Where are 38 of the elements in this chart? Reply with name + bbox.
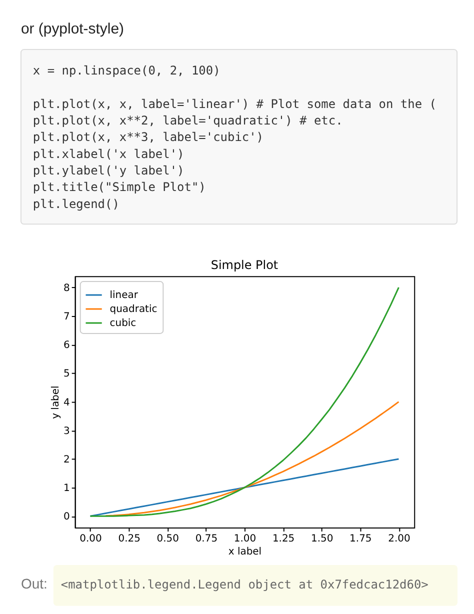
legend-label: quadratic (110, 304, 158, 315)
text: plt.title("Simple Plot") (32, 180, 206, 194)
x-tick-label: 0.75 (195, 534, 218, 545)
y-axis-title: y label (50, 386, 62, 419)
text: plt.legend() (32, 196, 120, 211)
text: or (pyplot-style) (20, 20, 124, 38)
y-tick-label: 8 (64, 282, 70, 294)
x-tick-label: 0.25 (118, 534, 140, 545)
text: x = np.linspace(0, 2, 100) (32, 63, 220, 78)
y-tick-label: 7 (64, 312, 70, 323)
x-tick-label: 1.50 (310, 534, 334, 545)
y-tick-label: 5 (64, 368, 70, 380)
y-tick-label: 4 (64, 397, 70, 408)
legend-label: cubic (110, 318, 136, 329)
x-tick-label: 1.00 (234, 534, 256, 545)
y-tick-label: 2 (64, 454, 70, 466)
text: plt.ylabel('y label') (32, 163, 184, 178)
x-axis-title: x label (228, 546, 262, 558)
y-tick-label: 0 (64, 512, 70, 523)
legend-label: linear (110, 290, 139, 302)
text: plt.plot(x, x**3, label='cubic') (32, 130, 264, 144)
text: plt.plot(x, x, label='linear') # Plot some data on the ( (32, 96, 436, 111)
x-tick-label: 0.50 (156, 534, 179, 545)
line-series (104, 401, 400, 517)
y-tick-label: 6 (64, 340, 70, 352)
text: plt.xlabel('x label') (32, 146, 184, 161)
chart-title: Simple Plot (210, 258, 278, 272)
text: Out: (20, 575, 48, 592)
x-tick-label: 1.25 (272, 534, 295, 545)
x-tick-label: 0.00 (80, 534, 102, 545)
x-tick-label: 2.00 (388, 534, 410, 545)
y-tick-label: 3 (64, 426, 70, 437)
y-tick-label: 1 (64, 483, 70, 494)
text: <matplotlib.legend.Legend object at 0x7fedcac12d60> (60, 577, 428, 592)
line-series (90, 286, 400, 517)
line-series (90, 458, 400, 517)
x-tick-label: 1.75 (350, 534, 372, 545)
text: plt.plot(x, x**2, label='quadratic') # etc. (32, 113, 343, 128)
